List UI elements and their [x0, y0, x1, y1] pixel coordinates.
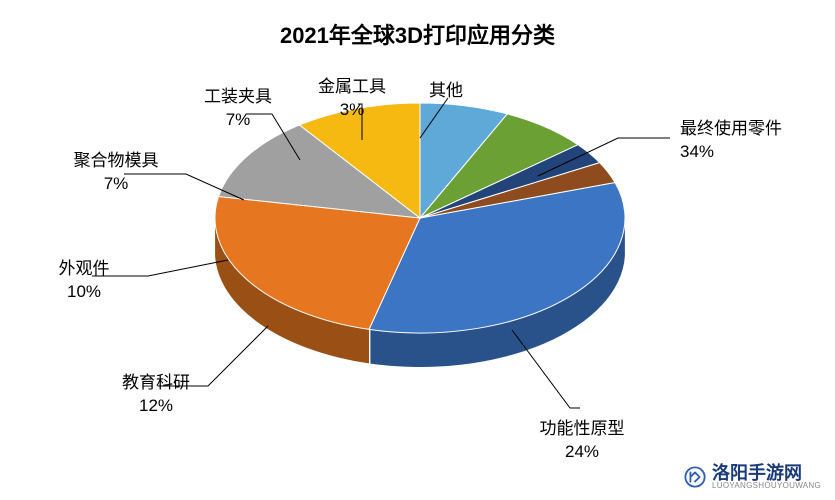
slice-label-name: 其他 [429, 80, 463, 103]
watermark-en: LUOYANGSHOUYOUWANG [712, 482, 821, 490]
slice-label: 教育科研12% [122, 372, 190, 418]
watermark-cn: 洛阳手游网 [712, 464, 821, 482]
slice-label-name: 功能性原型 [540, 418, 625, 441]
watermark-text: 洛阳手游网 LUOYANGSHOUYOUWANG [712, 464, 821, 490]
pie-chart [200, 95, 640, 379]
slice-label-percent: 12% [122, 395, 190, 418]
slice-label-percent: 34% [680, 141, 782, 164]
slice-label-name: 聚合物模具 [74, 150, 159, 173]
slice-label: 金属工具3% [318, 76, 386, 122]
slice-label-name: 教育科研 [122, 372, 190, 395]
slice-label-name: 外观件 [59, 258, 110, 281]
watermark: 洛阳手游网 LUOYANGSHOUYOUWANG [684, 464, 821, 490]
slice-label: 功能性原型24% [540, 418, 625, 464]
slice-label-name: 工装夹具 [204, 86, 272, 109]
slice-label-name: 金属工具 [318, 76, 386, 99]
slice-label: 最终使用零件34% [680, 118, 782, 164]
slice-label-percent: 24% [540, 441, 625, 464]
slice-label: 其他 [429, 80, 463, 103]
slice-label: 工装夹具7% [204, 86, 272, 132]
watermark-logo-icon [684, 466, 706, 488]
chart-title: 2021年全球3D打印应用分类 [0, 18, 835, 50]
slice-label-percent: 7% [74, 173, 159, 196]
pie-svg [200, 95, 640, 379]
slice-label: 外观件10% [59, 258, 110, 304]
slice-label-percent: 10% [59, 281, 110, 304]
slice-label-percent: 3% [318, 99, 386, 122]
slice-label: 聚合物模具7% [74, 150, 159, 196]
slice-label-name: 最终使用零件 [680, 118, 782, 141]
slice-label-percent: 7% [204, 109, 272, 132]
